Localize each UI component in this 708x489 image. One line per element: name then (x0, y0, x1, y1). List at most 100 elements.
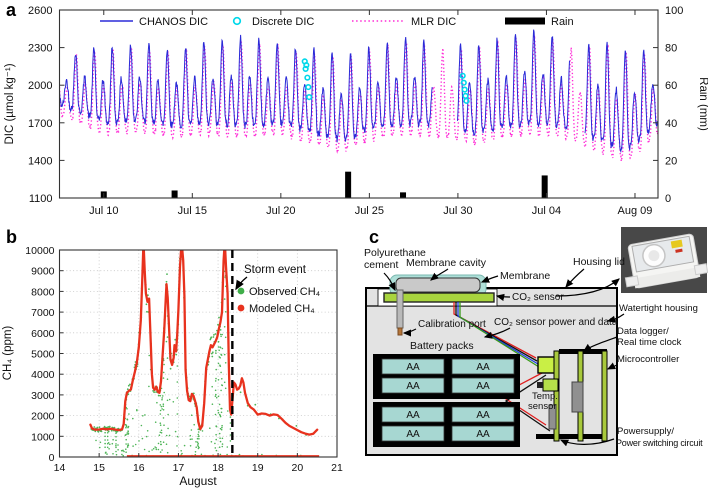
data-logger-label-1: Data logger/ (617, 326, 669, 337)
y-right-tick-label: 80 (665, 43, 677, 55)
aa-cell-label: AA (406, 429, 420, 440)
rain-bar (541, 175, 548, 198)
y-right-tick-label: 100 (665, 5, 683, 17)
data-logger-arrow (583, 336, 618, 352)
x-tick-label: 18 (212, 462, 224, 474)
aa-cell (451, 425, 515, 442)
aa-cell (451, 377, 515, 394)
microcontroller-arrow (606, 362, 618, 370)
panel-c-instrument-diagram: AA AA AA AA AA AA AA AA Polyurethane cem… (364, 227, 708, 456)
sensor-connector (537, 356, 557, 374)
wire-black (455, 302, 538, 362)
wire-blue (457, 302, 539, 365)
discrete-legend-label: Discrete DIC (252, 16, 314, 28)
discrete-dic-point (304, 74, 311, 81)
calibration-arrow (402, 328, 417, 337)
chanos-legend-label: CHANOS DIC (139, 16, 208, 28)
photo-arrow (555, 278, 620, 297)
x-tick-label: 20 (292, 462, 304, 474)
y-left-tick-label: 2600 (28, 5, 52, 17)
x-tick-label: Jul 04 (532, 205, 561, 217)
y-tick-label: 1000 (31, 431, 55, 443)
panel-c-labels: Polyurethane cement Membrane cavity Memb… (364, 247, 703, 448)
aa-cell (381, 377, 445, 394)
dic-axis-label: DIC (µmol kg⁻¹) (4, 63, 16, 144)
board-bottom-bar (536, 434, 607, 439)
modeled-legend-marker (237, 304, 245, 312)
wire-red (453, 302, 537, 359)
polyurethane-label-1: Polyurethane (364, 247, 426, 259)
power-supply-label-1: Powersupply/ (617, 426, 674, 437)
aa-cell-label: AA (406, 410, 420, 421)
battery-packs: AA AA AA AA AA AA AA AA (373, 354, 520, 447)
y-left-tick-label: 1100 (29, 193, 53, 205)
housing-lid-arrow (565, 268, 585, 288)
y-right-tick-label: 20 (665, 155, 677, 167)
calibration-port-tube (396, 289, 404, 329)
y-tick-label: 8000 (31, 286, 55, 298)
y-tick-label: 10000 (25, 245, 54, 257)
power-supply-board (553, 350, 560, 442)
y-right-tick-label: 0 (665, 193, 671, 205)
x-tick-label: Aug 09 (618, 205, 653, 217)
power-supply-label-2: Power switching circuit (616, 438, 703, 448)
aa-cell-label: AA (476, 410, 490, 421)
y-tick-label: 6000 (31, 328, 55, 340)
membrane-cavity-label: Membrane cavity (406, 257, 487, 269)
y-tick-label: 9000 (31, 266, 55, 278)
membrane-cavity-arrow (430, 268, 449, 281)
x-tick-label: 16 (133, 462, 145, 474)
temp-sensor-shape (542, 378, 559, 392)
panel-c-letter: c (369, 227, 380, 247)
y-left-tick-label: 1400 (28, 155, 52, 167)
watertight-arrow (606, 313, 625, 323)
rain-bar (345, 171, 352, 198)
panel-a-legend: CHANOS DIC Discrete DIC MLR DIC Rain (100, 16, 574, 28)
co2-sensor-label: CO₂ sensor (512, 292, 564, 303)
y-tick-label: 7000 (31, 307, 55, 319)
discrete-dic-point (303, 62, 310, 69)
x-tick-label: Jul 15 (178, 205, 207, 217)
housing-photo (621, 227, 708, 293)
aa-cell (381, 406, 445, 423)
discrete-dic-point (460, 79, 467, 86)
y-left-tick-label: 2300 (28, 43, 52, 55)
storm-event-arrow (235, 276, 248, 291)
rain-axis-label: Rain (mm) (697, 77, 708, 131)
storm-event-annotation: Storm event (244, 264, 307, 276)
membrane-cavity-shape (395, 277, 481, 293)
aa-cell (451, 406, 515, 423)
observed-legend-label: Observed CH₄ (249, 286, 321, 298)
polyurethane-label-2: cement (364, 259, 399, 271)
housing-lid-label: Housing lid (573, 256, 625, 268)
y-tick-label: 2000 (31, 411, 55, 423)
rain-legend-label: Rain (551, 16, 574, 28)
x-tick-label: 17 (173, 462, 185, 474)
battery-packs-label: Battery packs (410, 340, 474, 352)
panel-a-frame (58, 9, 659, 199)
y-tick-label: 4000 (31, 369, 55, 381)
discrete-dic-point (459, 72, 466, 79)
rain-bar (171, 190, 178, 198)
aa-cell (381, 425, 445, 442)
power-data-arrow (483, 327, 511, 339)
x-tick-label: Jul 25 (355, 205, 384, 217)
y-tick-label: 0 (49, 452, 55, 464)
y-tick-label: 3000 (31, 390, 55, 402)
chip (571, 381, 584, 413)
power-supply-arrow (559, 438, 615, 447)
y-tick-label: 5000 (31, 349, 55, 361)
rain-legend-marker (505, 17, 545, 25)
wire-green (459, 302, 540, 368)
calibration-port-label: Calibration port (418, 319, 486, 330)
panel-b-legend: Storm event Observed CH₄ Modeled CH₄ (235, 264, 321, 315)
x-tick-label: 15 (93, 462, 105, 474)
ch4-axis-label: CH₄ (ppm) (2, 326, 14, 381)
panel-b-letter: b (6, 227, 17, 247)
co2-sensor-arrow (495, 293, 511, 301)
watertight-housing-label: Watertight housing (619, 303, 698, 314)
mlr-legend-label: MLR DIC (411, 16, 456, 28)
y-right-tick-label: 40 (665, 118, 677, 130)
panel-a-letter: a (6, 0, 17, 20)
